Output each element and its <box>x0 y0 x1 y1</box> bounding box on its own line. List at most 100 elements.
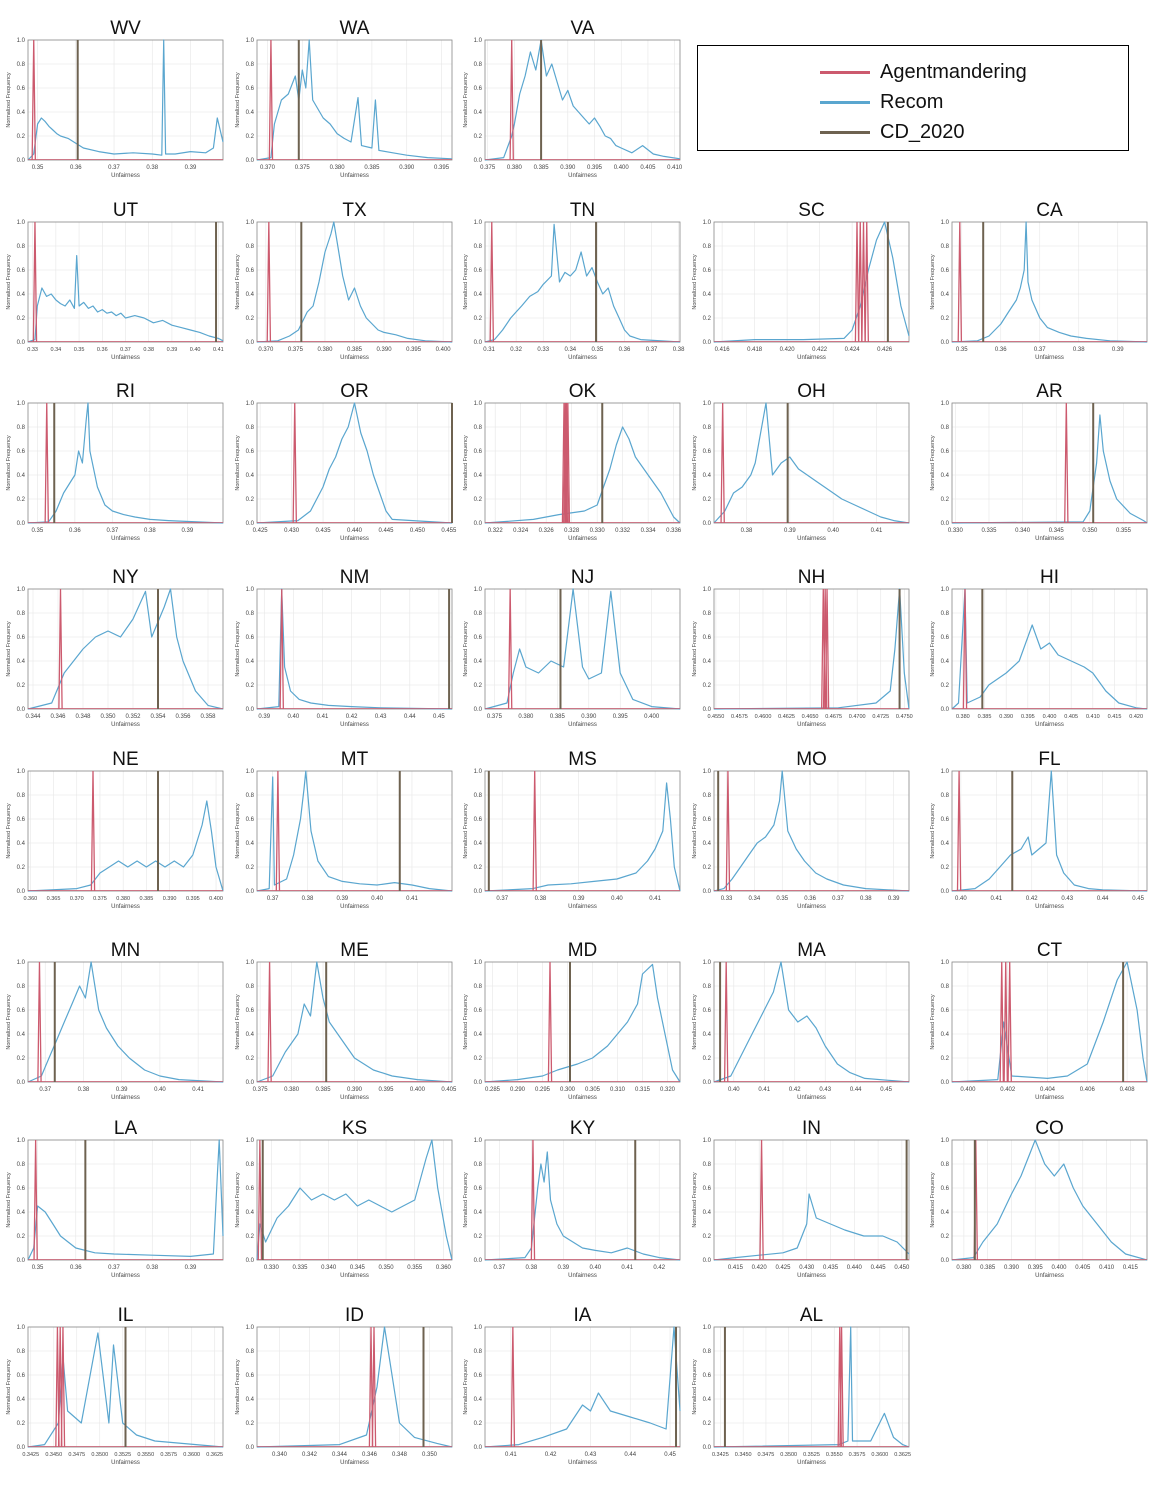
axes-frame <box>256 221 453 343</box>
gridlines <box>257 588 452 710</box>
y-axis-label: Normalized Frequency <box>463 1359 469 1415</box>
x-tick-label: 0.3475 <box>758 1452 775 1458</box>
y-tick-label: 0.4 <box>246 1032 255 1038</box>
x-tick-label: 0.310 <box>610 1087 626 1093</box>
y-tick-label: 0.0 <box>474 1445 483 1451</box>
y-tick-label: 0.0 <box>246 340 255 346</box>
x-tick-label: 0.42 <box>653 1265 665 1271</box>
panel-title: IA <box>574 1305 592 1326</box>
series-recom-line <box>951 770 1148 892</box>
y-axis-label: Normalized Frequency <box>6 621 12 677</box>
x-tick-label: 0.38 <box>860 896 872 902</box>
series-recom-line <box>27 254 224 343</box>
x-tick-label: 0.395 <box>406 347 422 353</box>
y-tick-label: 0.6 <box>703 1373 712 1379</box>
chart-ky: KY 0.0 0.2 0.4 0.6 0.8 1.0 0.37 0.38 0.39 0.40 0.41… <box>463 1118 681 1279</box>
x-axis-label: Unfairness <box>568 904 597 910</box>
x-tick-label: 0.39 <box>167 347 178 353</box>
legend-entry-cd-2020: CD_2020 <box>820 118 965 146</box>
x-axis-label: Unfairness <box>340 1095 369 1101</box>
x-tick-label: 0.39 <box>888 896 900 902</box>
y-tick-label: 0.2 <box>941 316 950 322</box>
x-tick-label: 0.355 <box>407 1265 423 1271</box>
panel-co: CO 0.0 0.2 0.4 0.6 0.8 1.0 0.380 0.385 0.390 0.395… <box>924 1116 1153 1296</box>
series-recom-line <box>713 961 910 1083</box>
x-tick-label: 0.405 <box>640 165 656 171</box>
x-tick-label: 0.360 <box>436 1265 452 1271</box>
chart-ok: OK 0.0 0.2 0.4 0.6 0.8 1.0 0.322 0.324 0.326 0.328… <box>463 381 682 542</box>
series-agentmandering-spike <box>268 39 274 161</box>
y-axis-label: Normalized Frequency <box>6 254 12 310</box>
y-tick-label: 0.4 <box>703 292 712 298</box>
y-tick-label: 0.0 <box>246 1445 255 1451</box>
x-tick-label: 0.330 <box>264 1265 280 1271</box>
panel-tx: TX 0.0 0.2 0.4 0.6 0.8 1.0 0.370 0.375 0.380 0.385… <box>229 198 458 378</box>
axes-frame <box>951 221 1148 343</box>
x-axis-label: Unfairness <box>340 173 369 179</box>
x-tick-label: 0.35 <box>592 347 604 353</box>
x-tick-label: 0.38 <box>1073 347 1085 353</box>
x-tick-label: 0.385 <box>347 347 363 353</box>
x-tick-label: 0.340 <box>321 1265 337 1271</box>
y-tick-label: 1.0 <box>17 769 26 775</box>
series-agentmandering-spike <box>33 1139 38 1261</box>
x-tick-label: 0.39 <box>336 896 348 902</box>
y-tick-label: 1.0 <box>474 769 483 775</box>
series-agentmandering-spike <box>861 221 866 343</box>
series-agentmandering-spike <box>32 221 38 343</box>
y-tick-label: 0.8 <box>703 793 712 799</box>
series-agentmandering-spike <box>266 221 272 343</box>
y-tick-label: 0.2 <box>246 1234 255 1240</box>
y-axis-label: Normalized Frequency <box>692 803 698 859</box>
axes-frame <box>713 402 910 524</box>
panel-ut: UT 0.0 0.2 0.4 0.6 0.8 1.0 0.33 0.34 0.35 0.36 0.37… <box>0 198 229 378</box>
gridlines <box>714 402 909 524</box>
y-tick-label: 0.0 <box>17 1258 26 1264</box>
panel-mn: MN 0.0 0.2 0.4 0.6 0.8 1.0 0.37 0.38 0.39 0.40 0.41… <box>0 938 229 1118</box>
x-tick-label: 0.38 <box>144 528 156 534</box>
x-tick-label: 0.35 <box>32 1265 44 1271</box>
y-axis-label: Normalized Frequency <box>463 803 469 859</box>
x-tick-label: 0.42 <box>545 1452 557 1458</box>
y-tick-label: 1.0 <box>941 587 950 593</box>
x-tick-label: 0.41 <box>621 1265 633 1271</box>
y-tick-label: 1.0 <box>703 1138 712 1144</box>
y-tick-label: 0.6 <box>17 1008 26 1014</box>
x-tick-label: 0.42 <box>1026 896 1038 902</box>
y-tick-label: 0.6 <box>246 268 255 274</box>
y-tick-label: 0.2 <box>703 683 712 689</box>
x-axis-label: Unfairness <box>568 1460 597 1466</box>
y-tick-label: 0.0 <box>941 340 950 346</box>
x-tick-label: 0.305 <box>585 1087 601 1093</box>
y-tick-label: 0.4 <box>246 110 255 116</box>
x-axis-label: Unfairness <box>340 904 369 910</box>
axes-frame <box>27 221 224 343</box>
series-agentmandering-spike <box>839 1326 844 1448</box>
x-tick-label: 0.416 <box>715 347 731 353</box>
y-axis-label: Normalized Frequency <box>235 72 241 128</box>
panel-fl: FL 0.0 0.2 0.4 0.6 0.8 1.0 0.40 0.41 0.42 0.43 0.44… <box>924 747 1153 927</box>
series-agentmandering-spike <box>962 588 968 710</box>
x-tick-label: 0.385 <box>316 1087 332 1093</box>
x-tick-label: 0.33 <box>27 347 38 353</box>
axes-frame <box>27 402 224 524</box>
y-tick-label: 0.8 <box>941 793 950 799</box>
gridlines <box>257 221 452 343</box>
x-tick-label: 0.320 <box>660 1087 676 1093</box>
y-axis-label: Normalized Frequency <box>6 803 12 859</box>
panel-title: CO <box>1035 1118 1064 1139</box>
panel-title: CT <box>1037 940 1063 961</box>
gridlines <box>257 39 452 161</box>
x-tick-label: 0.390 <box>999 714 1013 720</box>
x-tick-label: 0.356 <box>175 714 191 720</box>
x-tick-label: 0.346 <box>362 1452 378 1458</box>
y-tick-label: 1.0 <box>703 1325 712 1331</box>
x-tick-label: 0.44 <box>404 714 416 720</box>
x-axis-label: Unfairness <box>797 1095 826 1101</box>
x-tick-label: 0.35 <box>956 347 968 353</box>
series-recom-line <box>713 770 910 892</box>
x-tick-label: 0.42 <box>789 1087 801 1093</box>
y-tick-label: 1.0 <box>474 401 483 407</box>
y-tick-label: 0.2 <box>246 134 255 140</box>
x-tick-label: 0.410 <box>1099 1265 1115 1271</box>
